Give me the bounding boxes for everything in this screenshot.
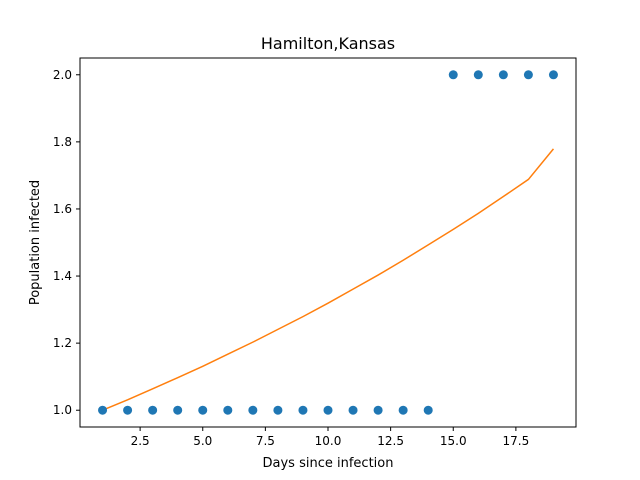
- x-tick-label: 7.5: [256, 434, 275, 448]
- scatter-point: [198, 405, 208, 415]
- x-axis: 2.5 5.0 7.5 10.0 12.5 15.0 17.5: [131, 427, 530, 448]
- y-tick-label: 1.2: [53, 336, 72, 350]
- plot-frame: [79, 57, 577, 428]
- y-tick-label: 1.0: [53, 403, 72, 417]
- scatter-point: [423, 405, 433, 415]
- scatter-point: [373, 405, 383, 415]
- scatter-point: [173, 405, 183, 415]
- fit-line: [102, 148, 555, 411]
- scatter-point: [448, 70, 458, 80]
- plot-area: [98, 70, 558, 415]
- y-tick-label: 1.8: [53, 135, 72, 149]
- scatter-point: [548, 70, 558, 80]
- scatter-point: [348, 405, 358, 415]
- scatter-point: [273, 405, 283, 415]
- x-tick-label: 17.5: [503, 434, 530, 448]
- y-tick-label: 1.6: [53, 202, 72, 216]
- y-tick-label: 2.0: [53, 68, 72, 82]
- x-tick-label: 12.5: [377, 434, 404, 448]
- y-axis: 1.0 1.2 1.4 1.6 1.8 2.0: [53, 68, 80, 417]
- scatter-point: [473, 70, 483, 80]
- scatter-point: [148, 405, 158, 415]
- chart-title: Hamilton,Kansas: [261, 34, 395, 53]
- scatter-point: [98, 405, 108, 415]
- scatter-point: [398, 405, 408, 415]
- x-tick-label: 10.0: [315, 434, 342, 448]
- scatter-point: [323, 405, 333, 415]
- scatter-point: [123, 405, 133, 415]
- y-tick-label: 1.4: [53, 269, 72, 283]
- y-axis-label: Population infected: [28, 180, 43, 305]
- scatter-point: [298, 405, 308, 415]
- scatter-point: [248, 405, 258, 415]
- scatter-point: [523, 70, 533, 80]
- scatter-point: [223, 405, 233, 415]
- scatter-point: [498, 70, 508, 80]
- x-tick-label: 2.5: [131, 434, 150, 448]
- x-axis-label: Days since infection: [263, 456, 394, 471]
- x-tick-label: 15.0: [440, 434, 467, 448]
- x-tick-label: 5.0: [193, 434, 212, 448]
